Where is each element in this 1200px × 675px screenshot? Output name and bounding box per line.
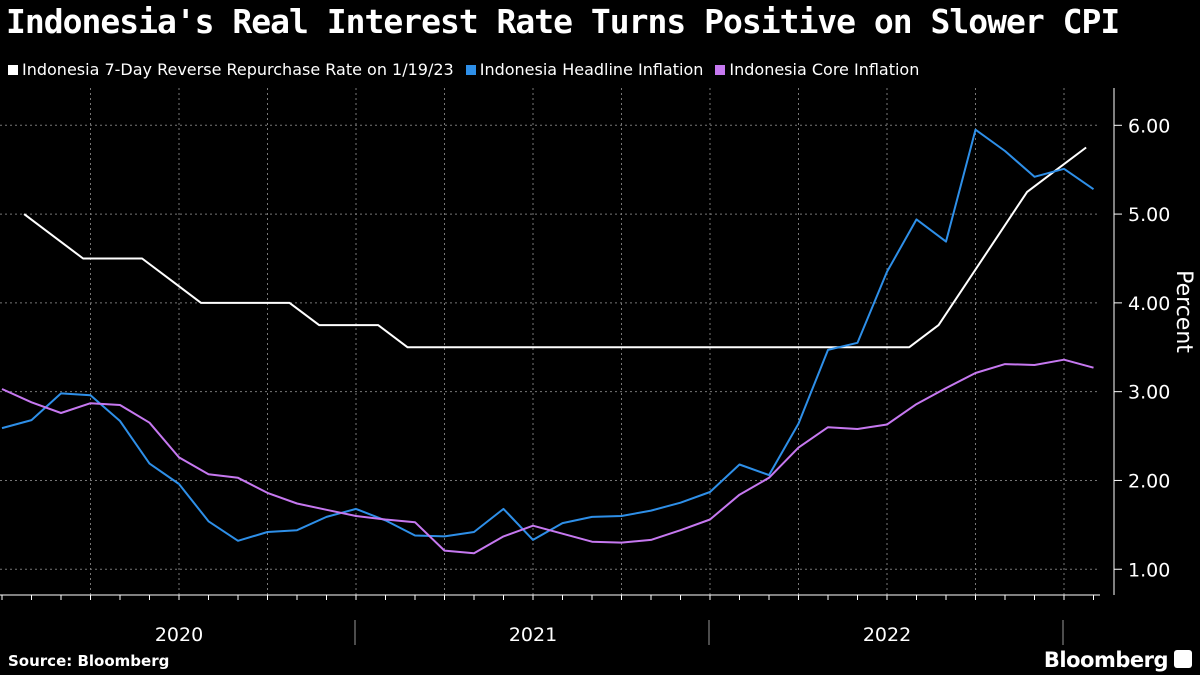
y-tick-label: 1.00 — [1128, 559, 1170, 581]
y-axis-label: Percent — [1171, 270, 1196, 353]
chart-title: Indonesia's Real Interest Rate Turns Pos… — [6, 2, 1120, 41]
y-tick-label: 2.00 — [1128, 470, 1170, 492]
y-tick-label: 5.00 — [1128, 204, 1170, 226]
legend-label: Indonesia Core Inflation — [729, 60, 920, 79]
bloomberg-chart-icon — [1174, 650, 1192, 668]
y-tick-label: 6.00 — [1128, 115, 1170, 137]
legend-swatch — [8, 64, 18, 75]
legend: Indonesia 7-Day Reverse Repurchase Rate … — [8, 60, 919, 79]
series-line-1 — [1, 128, 1095, 542]
y-tick-label: 4.00 — [1128, 293, 1170, 315]
series-line-2 — [1, 358, 1094, 555]
legend-label: Indonesia Headline Inflation — [479, 60, 704, 79]
x-year-label: 2020 — [155, 624, 203, 646]
y-tick-label: 3.00 — [1128, 382, 1170, 404]
legend-item-core: Indonesia Core Inflation — [715, 60, 919, 79]
legend-item-repo-rate: Indonesia 7-Day Reverse Repurchase Rate … — [8, 60, 454, 79]
x-year-label: 2021 — [509, 624, 557, 646]
legend-swatch — [465, 64, 476, 75]
bloomberg-logo: Bloomberg — [1043, 648, 1169, 672]
source-note: Source: Bloomberg — [8, 652, 170, 670]
series-line-0 — [23, 146, 1087, 349]
legend-label: Indonesia 7-Day Reverse Repurchase Rate … — [22, 60, 454, 79]
x-year-label: 2022 — [863, 624, 911, 646]
legend-item-headline: Indonesia Headline Inflation — [465, 60, 704, 79]
legend-swatch — [715, 64, 726, 75]
